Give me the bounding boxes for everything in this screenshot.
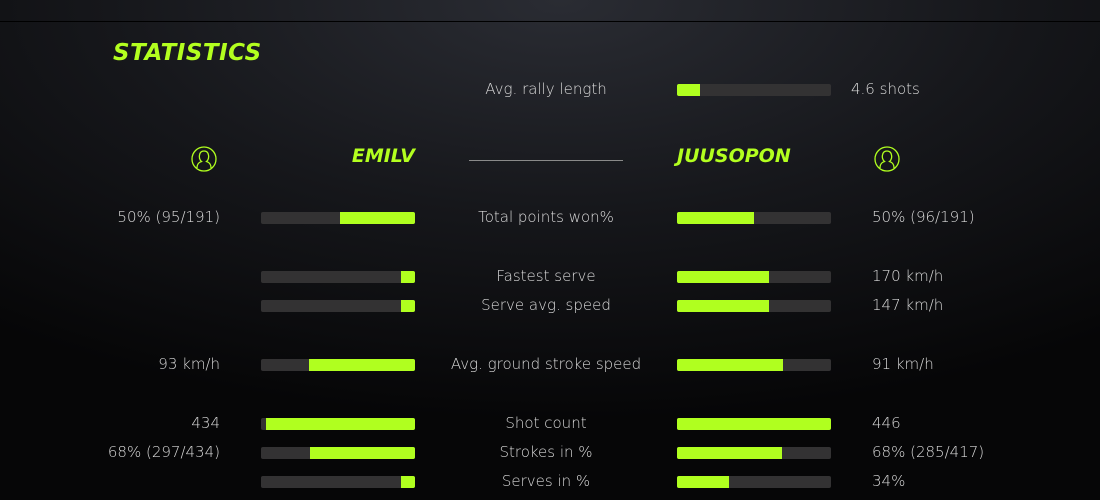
stat-label: Strokes in % bbox=[499, 443, 593, 461]
stat-right-bar-fill bbox=[677, 271, 770, 283]
page-title: STATISTICS bbox=[113, 40, 262, 66]
stat-right-bar-fill bbox=[677, 447, 782, 459]
rally-value: 4.6 shots bbox=[851, 80, 920, 98]
stat-left-bar bbox=[261, 447, 415, 459]
stat-label: Serve avg. speed bbox=[481, 296, 611, 314]
player-right-name: JUUSOPON bbox=[677, 145, 791, 167]
stat-right-value: 91 km/h bbox=[872, 355, 934, 373]
user-circle-icon bbox=[874, 146, 900, 172]
rally-label: Avg. rally length bbox=[485, 80, 607, 98]
stat-right-bar-fill bbox=[677, 418, 831, 430]
stat-label: Avg. ground stroke speed bbox=[450, 355, 642, 373]
stat-right-value: 34% bbox=[872, 472, 906, 490]
stat-right-value: 170 km/h bbox=[872, 267, 944, 285]
stat-left-bar bbox=[261, 359, 415, 371]
stat-right-bar-fill bbox=[677, 476, 730, 488]
stat-right-bar bbox=[677, 447, 831, 459]
stat-right-value: 50% (96/191) bbox=[872, 208, 975, 226]
stat-left-bar bbox=[261, 212, 415, 224]
stat-left-bar-fill bbox=[401, 300, 415, 312]
rally-bar-fill bbox=[677, 84, 701, 96]
stat-right-bar bbox=[677, 418, 831, 430]
stat-left-bar-fill bbox=[265, 418, 415, 430]
stat-left-value: 434 bbox=[191, 414, 220, 432]
stat-left-value: 50% (95/191) bbox=[117, 208, 220, 226]
stat-right-bar bbox=[677, 212, 831, 224]
stat-right-bar bbox=[677, 359, 831, 371]
stat-right-value: 147 km/h bbox=[872, 296, 944, 314]
stat-label: Serves in % bbox=[501, 472, 591, 490]
stat-left-bar-fill bbox=[339, 212, 415, 224]
stat-right-bar bbox=[677, 300, 831, 312]
top-divider bbox=[0, 21, 1100, 22]
stat-right-bar bbox=[677, 271, 831, 283]
stat-left-bar bbox=[261, 271, 415, 283]
stat-left-bar bbox=[261, 418, 415, 430]
stat-left-bar-fill bbox=[310, 447, 415, 459]
stat-left-value: 68% (297/434) bbox=[107, 443, 220, 461]
stat-label: Total points won% bbox=[478, 208, 614, 226]
stat-left-bar bbox=[261, 476, 415, 488]
stat-right-value: 446 bbox=[872, 414, 901, 432]
stat-right-bar-fill bbox=[677, 212, 754, 224]
stat-left-value: 93 km/h bbox=[158, 355, 220, 373]
rally-bar bbox=[677, 84, 831, 96]
player-left-name: EMILV bbox=[351, 145, 415, 167]
stat-left-bar-fill bbox=[308, 359, 415, 371]
stat-right-bar-fill bbox=[677, 300, 770, 312]
stat-left-bar-fill bbox=[401, 271, 415, 283]
user-circle-icon bbox=[191, 146, 217, 172]
stat-right-bar-fill bbox=[677, 359, 784, 371]
stat-left-bar-fill bbox=[401, 476, 415, 488]
stat-left-bar bbox=[261, 300, 415, 312]
stat-label: Fastest serve bbox=[496, 267, 596, 285]
stat-right-value: 68% (285/417) bbox=[872, 443, 985, 461]
stat-label: Shot count bbox=[505, 414, 587, 432]
stat-right-bar bbox=[677, 476, 831, 488]
center-divider bbox=[469, 160, 623, 161]
